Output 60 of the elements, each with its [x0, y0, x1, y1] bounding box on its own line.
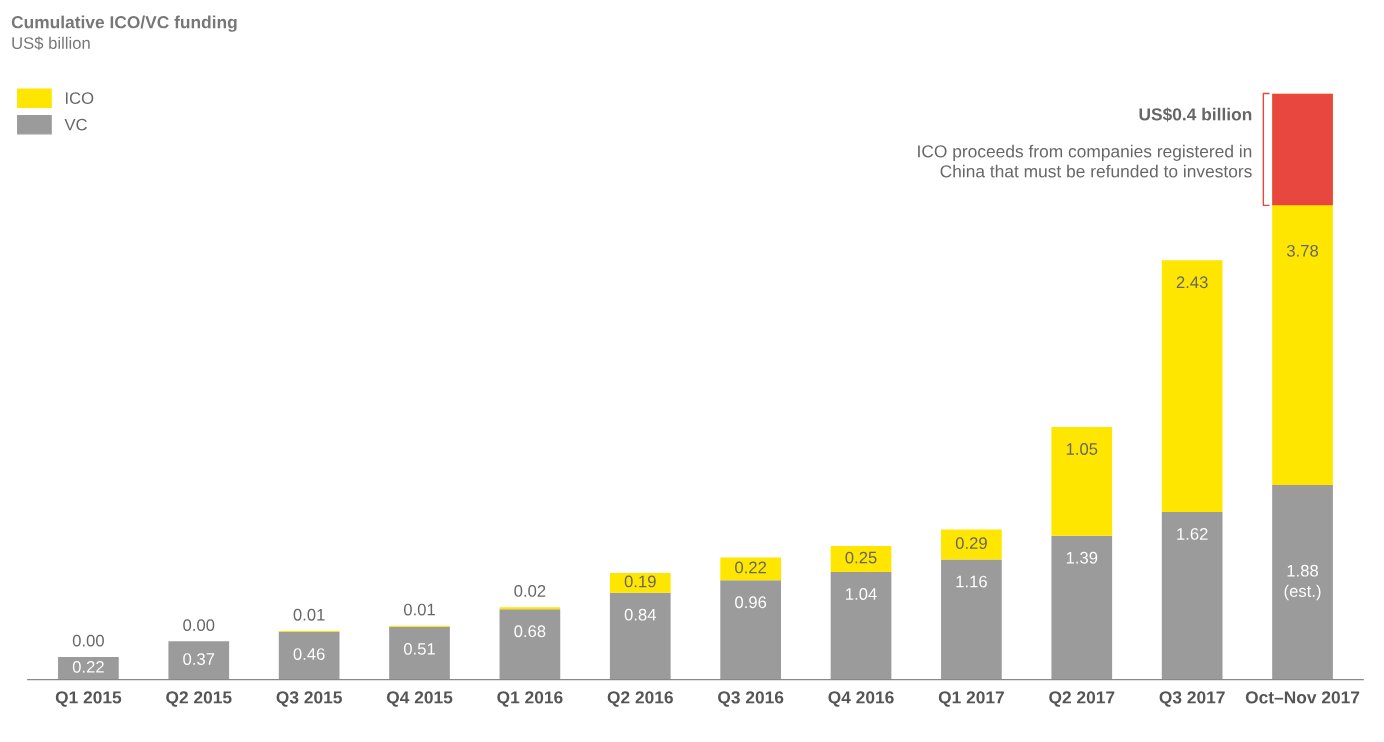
bar: [1051, 426, 1113, 536]
chart-subtitle: US$ billion: [12, 36, 90, 50]
data-label: 0.02: [514, 585, 546, 597]
data-label: 0.84: [624, 608, 656, 621]
legend-label: VC: [64, 118, 87, 131]
bar: [1051, 535, 1113, 680]
data-label: 0.01: [403, 603, 435, 616]
bar: [499, 607, 561, 610]
bar: [720, 580, 781, 680]
x-tick-label: Q2 2015: [166, 691, 232, 707]
bar: [389, 626, 450, 680]
data-label: 0.68: [514, 625, 546, 638]
x-tick-label: Q1 2017: [938, 691, 1004, 707]
data-label: 1.16: [956, 575, 987, 588]
data-label: 0.00: [72, 634, 104, 647]
bar: [830, 571, 892, 680]
bar: [278, 632, 340, 680]
data-label: 0.22: [72, 660, 104, 673]
data-label: 0.37: [183, 653, 215, 665]
bar: [609, 592, 671, 680]
x-tick-label: Q1 2016: [497, 691, 563, 707]
bar: [941, 559, 1002, 680]
x-tick-label: Q4 2015: [386, 691, 453, 707]
data-label: 0.00: [183, 619, 215, 632]
bar: [941, 529, 1002, 560]
bar: [1272, 484, 1333, 680]
annotation: US$0.4 billion: [1139, 107, 1252, 122]
x-tick-label: Q3 2017: [1159, 691, 1225, 707]
bar: [1161, 260, 1223, 512]
data-label: 1.05: [1066, 443, 1098, 455]
x-tick-label: Q2 2017: [1049, 691, 1115, 707]
bar: [1161, 511, 1223, 680]
data-label: 0.51: [403, 642, 435, 655]
data-label: 0.19: [624, 575, 656, 588]
x-tick-label: Q3 2016: [718, 691, 784, 707]
data-label: 0.46: [293, 648, 325, 660]
x-tick-label: Q2 2016: [607, 691, 673, 707]
data-label: 0.22: [735, 561, 767, 574]
data-label: 3.78: [1286, 244, 1319, 257]
x-tick-label: Oct–Nov 2017: [1245, 691, 1360, 704]
legend-label: ICO: [65, 92, 94, 105]
bar: [168, 641, 230, 680]
data-label: 1.39: [1066, 551, 1098, 564]
bar: [830, 546, 892, 572]
data-label: 0.01: [293, 608, 325, 621]
x-tick-label: Q1 2015: [55, 691, 122, 707]
x-tick-label: Q4 2016: [828, 691, 894, 707]
data-label: 0.25: [845, 551, 877, 564]
data-label: 1.04: [846, 588, 877, 600]
chart-title: Cumulative ICO/VC funding: [11, 15, 237, 32]
data-label: 0.29: [955, 537, 987, 549]
annotation: ICO proceeds from companies registered in China that must be refunded to investors: [918, 144, 1252, 178]
data-label: 2.43: [1176, 276, 1208, 289]
data-label: 1.62: [1177, 528, 1208, 540]
bar: [499, 609, 561, 680]
data-label: 1.88 (est.): [1284, 564, 1321, 601]
data-label: 0.96: [735, 596, 767, 609]
bar: [720, 557, 781, 581]
bar: [609, 573, 671, 593]
x-tick-label: Q3 2015: [276, 691, 342, 707]
